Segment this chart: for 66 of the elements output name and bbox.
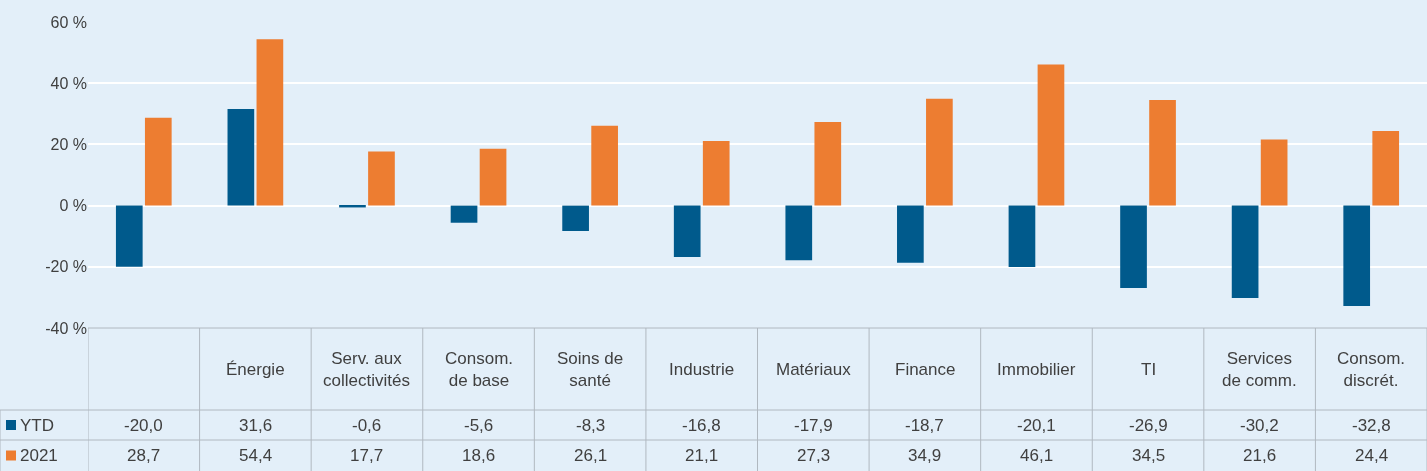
bar <box>591 125 618 206</box>
data-label: 31,6 <box>239 416 273 435</box>
data-label: 27,3 <box>797 446 831 465</box>
y-tick-label: 20 % <box>50 136 87 153</box>
bar <box>562 205 589 231</box>
bar <box>1231 205 1259 299</box>
y-tick-label: -40 % <box>45 319 87 337</box>
y-tick-label: 40 % <box>50 74 87 92</box>
x-tick-label: Immobilier <box>997 360 1076 379</box>
x-tick-label: Soins de santé <box>557 349 624 391</box>
bar <box>1343 205 1371 306</box>
bar <box>450 205 478 223</box>
data-label: 18,6 <box>462 446 496 465</box>
bar <box>1008 205 1036 268</box>
bar <box>368 151 395 206</box>
data-label: -26,9 <box>1129 416 1168 435</box>
x-tick-label: Finance <box>895 360 956 379</box>
data-label: -0,6 <box>352 416 382 435</box>
bar <box>144 117 172 206</box>
bar <box>256 39 284 206</box>
legend-label: YTD <box>20 416 54 435</box>
x-tick-label: Industrie <box>669 360 735 379</box>
data-label: -20,0 <box>124 416 163 435</box>
bar <box>1149 100 1176 206</box>
data-label: 21,1 <box>685 446 719 465</box>
x-tick-label: Matériaux <box>776 360 852 379</box>
legend-label: 2021 <box>20 446 58 465</box>
data-label: -18,7 <box>905 416 944 435</box>
data-label: -16,8 <box>682 416 721 435</box>
x-tick-label: Consom. de base <box>445 349 514 391</box>
data-label: 28,7 <box>127 446 161 465</box>
x-tick-label: Consom. discrét. <box>1337 349 1406 391</box>
data-label: 46,1 <box>1020 446 1054 465</box>
data-label: -32,8 <box>1352 416 1391 435</box>
y-tick-label: 60 % <box>50 13 87 31</box>
data-label: 54,4 <box>239 446 273 465</box>
bar <box>227 108 255 206</box>
bar <box>479 148 507 206</box>
data-label: 21,6 <box>1243 446 1277 465</box>
data-label: -17,9 <box>794 416 833 435</box>
x-tick-label: Services de comm. <box>1222 349 1297 391</box>
data-label: -30,2 <box>1240 416 1279 435</box>
bar <box>785 205 813 261</box>
data-label: 26,1 <box>574 446 608 465</box>
bar <box>1260 139 1288 206</box>
bar <box>702 141 730 206</box>
bar <box>1120 205 1147 288</box>
bar <box>673 205 701 258</box>
bar <box>926 98 953 206</box>
bar <box>814 122 842 206</box>
bar <box>115 205 143 267</box>
bar <box>1372 130 1400 206</box>
bar <box>897 205 924 263</box>
data-label: -20,1 <box>1017 416 1056 435</box>
bar <box>1037 64 1065 206</box>
data-label: 34,9 <box>908 446 942 465</box>
y-tick-label: 0 % <box>59 197 87 215</box>
x-tick-label: TI <box>1141 360 1157 379</box>
data-label: 24,4 <box>1355 446 1389 465</box>
data-label: 17,7 <box>350 446 384 465</box>
data-label: -8,3 <box>576 416 606 435</box>
x-tick-label: Énergie <box>226 360 285 379</box>
data-label: 34,5 <box>1132 446 1166 465</box>
data-label: -5,6 <box>464 416 494 435</box>
y-tick-label: -20 % <box>45 258 87 276</box>
x-tick-label: Serv. aux collectivités <box>323 349 410 391</box>
